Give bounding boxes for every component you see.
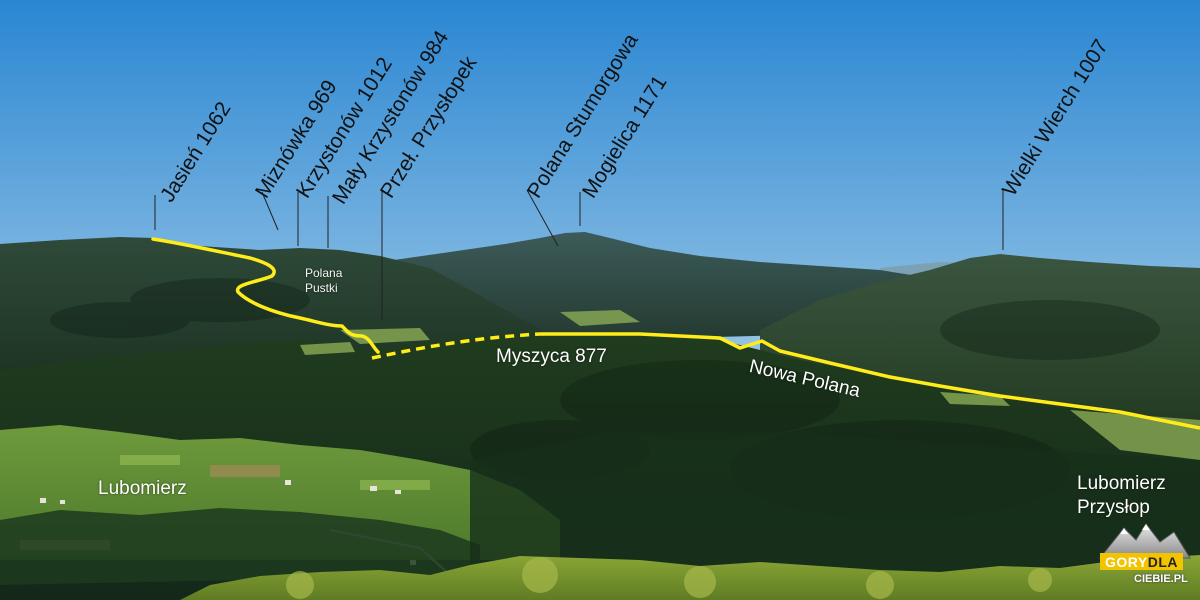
gorydlaciebie-logo: GORYDLA CIEBIE.PL — [1094, 520, 1190, 590]
foreground-shrub-blobs — [286, 557, 1052, 599]
leader-lines — [154, 189, 1004, 320]
place-label-lubomierz-przyslop: Lubomierz Przysłop — [1077, 472, 1166, 520]
trail-dashed — [371, 332, 541, 360]
lubomierz-przyslop-line2: Przysłop — [1077, 497, 1150, 518]
logo-part1: GORY — [1105, 554, 1148, 570]
place-label-polana-pustki: Polana Pustki — [305, 266, 342, 296]
leader-polana-stumorgowa — [526, 189, 559, 247]
trail-solid-upper — [151, 237, 380, 354]
lubomierz-przyslop-line1: Lubomierz — [1077, 473, 1166, 494]
leader-miznowka — [261, 191, 279, 231]
logo-domain: CIEBIE.PL — [1134, 573, 1188, 585]
evergreen-trees — [1160, 490, 1200, 540]
place-label-myszyca: Myszyca 877 — [496, 346, 607, 367]
logo-mountain — [1098, 523, 1191, 559]
polana-pustki-line2: Pustki — [305, 281, 338, 295]
trail-solid-lower — [540, 332, 1200, 430]
logo-wordmark: GORYDLA — [1100, 553, 1183, 570]
polana-pustki-line1: Polana — [305, 266, 343, 280]
valley-tree-band — [0, 508, 480, 585]
place-label-lubomierz: Lubomierz — [98, 478, 187, 499]
logo-part2: DLA — [1147, 554, 1178, 570]
right-lower-forest — [470, 430, 1200, 600]
